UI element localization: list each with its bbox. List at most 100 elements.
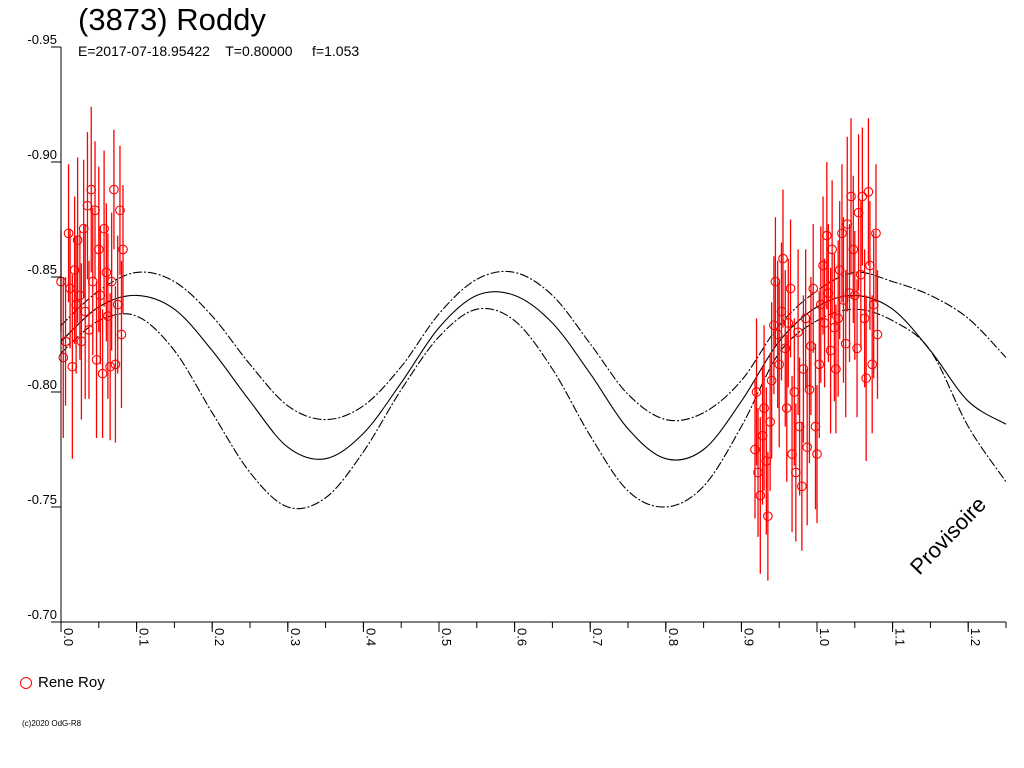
observation-point	[846, 191, 856, 202]
observation-point	[789, 387, 800, 397]
observation-point	[765, 417, 775, 427]
observation-point	[76, 336, 87, 347]
x-tick-label: 0.7	[590, 628, 605, 646]
observation-point	[90, 205, 100, 216]
x-tick-label: 0.1	[137, 628, 152, 646]
observation-point	[755, 490, 766, 501]
observation-point	[116, 329, 127, 340]
observation-point	[831, 364, 841, 374]
observation-point	[118, 244, 128, 255]
x-tick-label: 0.8	[666, 628, 681, 646]
x-tick-label: 1.1	[893, 628, 908, 646]
legend-label: Rene Roy	[38, 674, 105, 691]
observation-point	[75, 290, 85, 301]
observation-point	[821, 230, 832, 241]
observation-point	[800, 313, 811, 324]
observation-point	[806, 341, 816, 351]
observation-point	[837, 228, 847, 239]
axes: -0.95 -0.90 -0.85 -0.80 -0.75 -0.70 0.0 0.1 0.2 0…	[27, 32, 1007, 646]
observation-point	[80, 306, 91, 317]
observation-point	[844, 288, 855, 298]
observation-point	[829, 322, 840, 333]
observation-point	[763, 511, 773, 522]
observation-point	[58, 352, 69, 363]
observation-point	[840, 338, 851, 349]
observation-point	[865, 260, 875, 271]
observation-point	[103, 311, 113, 321]
observation-point	[815, 299, 826, 310]
observation-point	[783, 318, 794, 328]
chart-subtitle: E=2017-07-18.95422 T=0.80000 f=1.053	[78, 43, 360, 59]
observation-point	[852, 343, 862, 354]
observation-point	[91, 354, 102, 365]
observation-point	[790, 467, 801, 478]
observation-point	[82, 200, 93, 211]
observation-point	[71, 299, 81, 310]
observation-point	[761, 456, 772, 466]
observation-point	[109, 184, 119, 195]
observation-point	[93, 244, 104, 255]
y-tick-label: -0.90	[27, 147, 57, 162]
x-tick-label: 0.5	[439, 628, 454, 646]
x-tick-label: 1.2	[968, 628, 983, 646]
observation-point	[834, 265, 845, 275]
observation-point	[772, 329, 783, 340]
observation-point	[872, 329, 883, 340]
copyright-notice: (c)2020 OdG-R8	[22, 719, 82, 728]
observation-point	[84, 325, 94, 335]
observation-point	[87, 276, 98, 287]
observation-point	[838, 295, 849, 305]
observation-point	[753, 467, 763, 478]
observation-point	[67, 361, 78, 372]
observation-point	[781, 403, 792, 413]
observation-point	[95, 290, 106, 301]
observation-point	[65, 283, 75, 294]
observation-point	[63, 228, 74, 239]
observation-point	[798, 364, 809, 374]
x-tick-label: 0.0	[61, 628, 76, 646]
observation-point	[112, 299, 123, 310]
y-tick-label: -0.95	[27, 32, 57, 47]
observation-point	[86, 184, 97, 195]
observation-point	[750, 444, 760, 455]
y-tick-label: -0.75	[27, 492, 57, 507]
x-tick-label: 0.2	[212, 628, 227, 646]
observation-point	[823, 288, 834, 298]
observation-point	[861, 373, 871, 384]
observation-points	[56, 184, 883, 522]
observation-point	[78, 223, 89, 234]
legend-marker-icon	[20, 676, 32, 689]
observation-point	[818, 260, 828, 271]
observation-point	[855, 269, 866, 280]
observation-point	[868, 299, 879, 310]
observation-point	[766, 375, 777, 386]
x-tick-label: 0.9	[741, 628, 756, 646]
observation-point	[769, 320, 779, 331]
observation-point	[853, 207, 864, 218]
observation-point	[105, 361, 115, 372]
observation-point	[794, 421, 805, 432]
error-bars	[60, 106, 879, 581]
observation-point	[115, 205, 125, 216]
observation-point	[776, 306, 787, 317]
observation-point	[802, 442, 813, 453]
observation-point	[101, 267, 112, 278]
observation-point	[797, 481, 807, 492]
y-tick-label: -0.80	[27, 377, 57, 392]
x-tick-label: 0.6	[515, 628, 530, 646]
observation-point	[106, 276, 117, 287]
observation-point	[849, 290, 860, 301]
observation-point	[793, 327, 803, 338]
observation-point	[778, 253, 788, 264]
chart-title: (3873) Roddy	[78, 2, 266, 37]
observation-point	[857, 191, 868, 202]
observation-point	[780, 343, 791, 354]
observation-point	[785, 283, 796, 294]
observation-point	[72, 235, 83, 246]
observation-point	[819, 318, 830, 328]
observation-point	[770, 276, 781, 287]
x-tick-label: 1.0	[817, 628, 832, 646]
observation-point	[848, 244, 859, 255]
observation-point	[804, 384, 815, 395]
observation-point	[787, 449, 797, 459]
